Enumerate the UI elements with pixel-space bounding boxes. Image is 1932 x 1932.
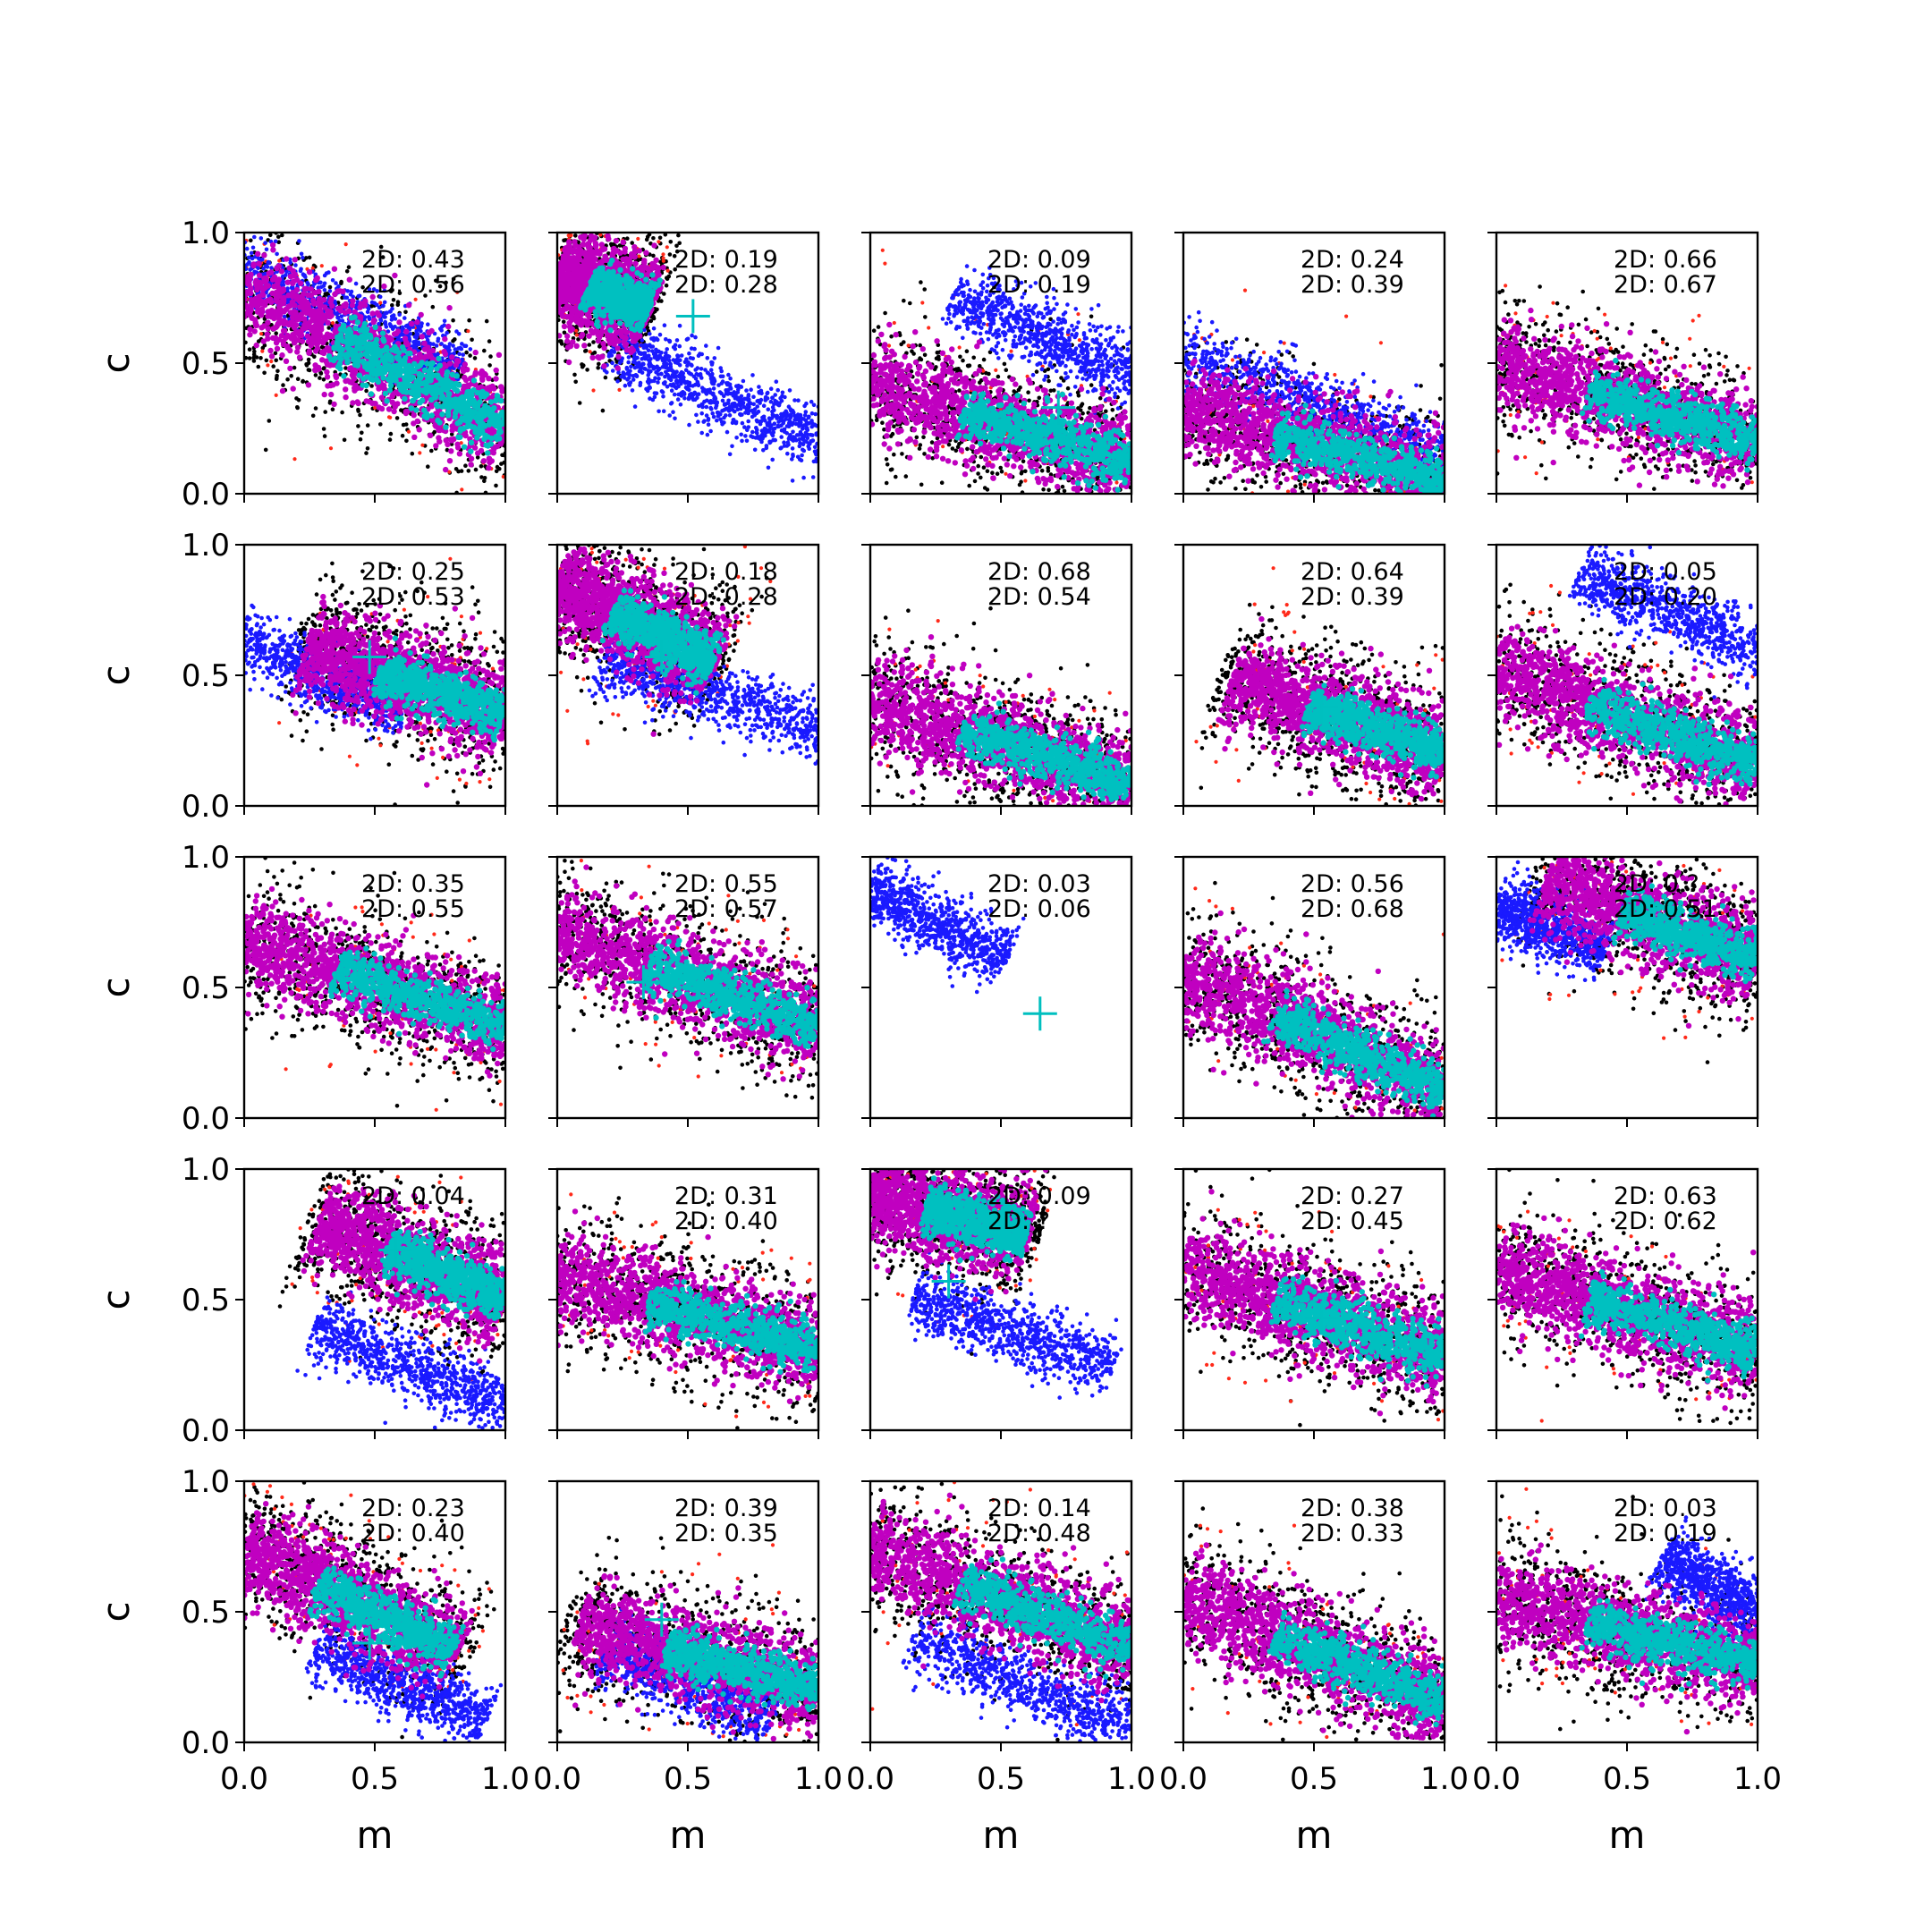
stat-annotation: 2D: 0.09	[987, 1182, 1091, 1210]
stat-annotation: 2D: 0.39	[1301, 271, 1404, 299]
stat-annotation: 2D: 0.14	[987, 1495, 1091, 1522]
x-axis-label: m	[1296, 1813, 1333, 1857]
stat-annotation: 2D: 0.06	[987, 895, 1091, 923]
y-axis-label: c	[94, 352, 138, 373]
stat-annotation: 2D: 0.63	[1614, 1182, 1717, 1210]
stat-annotation: 2D: 0.35	[674, 1520, 778, 1547]
stat-annotation: 2D: 0.09	[987, 246, 1091, 274]
stat-annotation: 2D: 0.03	[987, 870, 1091, 898]
stat-annotation: 2D: 0.19	[1614, 1520, 1717, 1547]
stat-annotation: 2D: 0.04	[361, 1182, 465, 1210]
y-tick-label: 1.0	[182, 1464, 230, 1500]
x-tick-label: 1.0	[1420, 1761, 1469, 1797]
x-tick-label: 0.5	[1603, 1761, 1651, 1797]
stat-annotation: 2D: 0.27	[1301, 1182, 1404, 1210]
stat-annotation: 2D: 0.28	[674, 271, 778, 299]
stat-annotation: 2D: 0.?	[1614, 870, 1699, 898]
stat-annotation: 2D: 0.56	[361, 271, 465, 299]
stat-annotation: 2D: 0.24	[1301, 246, 1404, 274]
stat-annotation: 2D: 0.51	[1614, 895, 1717, 923]
stat-annotation: 2D: 0.68	[987, 558, 1091, 586]
x-tick-label: 0.5	[1290, 1761, 1338, 1797]
y-tick-label: 0.0	[182, 1101, 230, 1137]
stat-annotation: 2D: 0.39	[1301, 583, 1404, 611]
stat-annotation: 2D: 0.33	[1301, 1520, 1404, 1547]
stat-annotation: 2D: 0.38	[1301, 1495, 1404, 1522]
stat-annotation: 2D: 0.31	[674, 1182, 778, 1210]
y-tick-label: 0.5	[182, 1283, 230, 1318]
y-tick-label: 1.0	[182, 528, 230, 564]
stat-annotation: 2D: 0.45	[1301, 1208, 1404, 1235]
y-axis-label: c	[94, 1601, 138, 1622]
stat-annotation: 2D: 0.40	[674, 1208, 778, 1235]
y-tick-label: 0.5	[182, 346, 230, 382]
x-tick-label: 1.0	[1107, 1761, 1156, 1797]
stat-annotation: 2D: 0.28	[674, 583, 778, 611]
stat-annotation: 2D: 0.55	[674, 870, 778, 898]
stat-annotation: 2D: 0.03	[1614, 1495, 1717, 1522]
y-tick-label: 0.5	[182, 970, 230, 1006]
x-tick-label: 0.5	[351, 1761, 399, 1797]
stat-annotation: 2D: 0.67	[1614, 271, 1717, 299]
stat-annotation: 2D: 0.48	[987, 1520, 1091, 1547]
stat-annotation: 2D: 0.05	[1614, 558, 1717, 586]
x-tick-label: 1.0	[481, 1761, 530, 1797]
stat-annotation: 2D: 0.57	[674, 895, 778, 923]
x-axis-label: m	[670, 1813, 707, 1857]
x-tick-label: 0.0	[1159, 1761, 1208, 1797]
y-tick-label: 0.0	[182, 1725, 230, 1761]
x-tick-label: 1.0	[794, 1761, 843, 1797]
x-axis-label: m	[1609, 1813, 1646, 1857]
x-tick-label: 1.0	[1733, 1761, 1782, 1797]
x-tick-label: 0.5	[977, 1761, 1025, 1797]
stat-annotation: 2D: 0.68	[1301, 895, 1404, 923]
stat-annotation: 2D: 0.55	[361, 895, 465, 923]
y-tick-label: 1.0	[182, 1152, 230, 1188]
stat-annotation: 2D: 0.54	[987, 583, 1091, 611]
y-axis-label: c	[94, 1289, 138, 1309]
stat-annotation: 2D: 0.25	[361, 558, 465, 586]
y-tick-label: 1.0	[182, 216, 230, 251]
y-axis-label: c	[94, 665, 138, 685]
stat-annotation: 2D: ?	[987, 1208, 1050, 1235]
y-tick-label: 0.5	[182, 1595, 230, 1631]
y-tick-label: 0.0	[182, 1413, 230, 1449]
y-tick-label: 0.5	[182, 658, 230, 694]
stat-annotation: 2D: 0.64	[1301, 558, 1404, 586]
x-tick-label: 0.0	[846, 1761, 894, 1797]
y-tick-label: 0.0	[182, 789, 230, 825]
x-axis-label: m	[357, 1813, 394, 1857]
x-tick-label: 0.0	[220, 1761, 268, 1797]
x-tick-label: 0.5	[664, 1761, 712, 1797]
x-tick-label: 0.0	[1472, 1761, 1521, 1797]
stat-annotation: 2D: 0.20	[1614, 583, 1717, 611]
x-axis-label: m	[983, 1813, 1020, 1857]
stat-annotation: 2D: 0.23	[361, 1495, 465, 1522]
y-axis-label: c	[94, 977, 138, 997]
y-tick-label: 0.0	[182, 477, 230, 513]
y-tick-label: 1.0	[182, 840, 230, 876]
stat-annotation: 2D: 0.40	[361, 1520, 465, 1547]
stat-annotation: 2D: 0.43	[361, 246, 465, 274]
stat-annotation: 2D: 0.39	[674, 1495, 778, 1522]
stat-annotation: 2D: 0.19	[674, 246, 778, 274]
stat-annotation: 2D: 0.56	[1301, 870, 1404, 898]
stat-annotation: 2D: 0.62	[1614, 1208, 1717, 1235]
stat-annotation: 2D: 0.66	[1614, 246, 1717, 274]
stat-annotation: 2D: 0.53	[361, 583, 465, 611]
stat-annotation: 2D: 0.19	[987, 271, 1091, 299]
x-tick-label: 0.0	[533, 1761, 581, 1797]
stat-annotation: 2D: 0.18	[674, 558, 778, 586]
stat-annotation: 2D: 0.35	[361, 870, 465, 898]
